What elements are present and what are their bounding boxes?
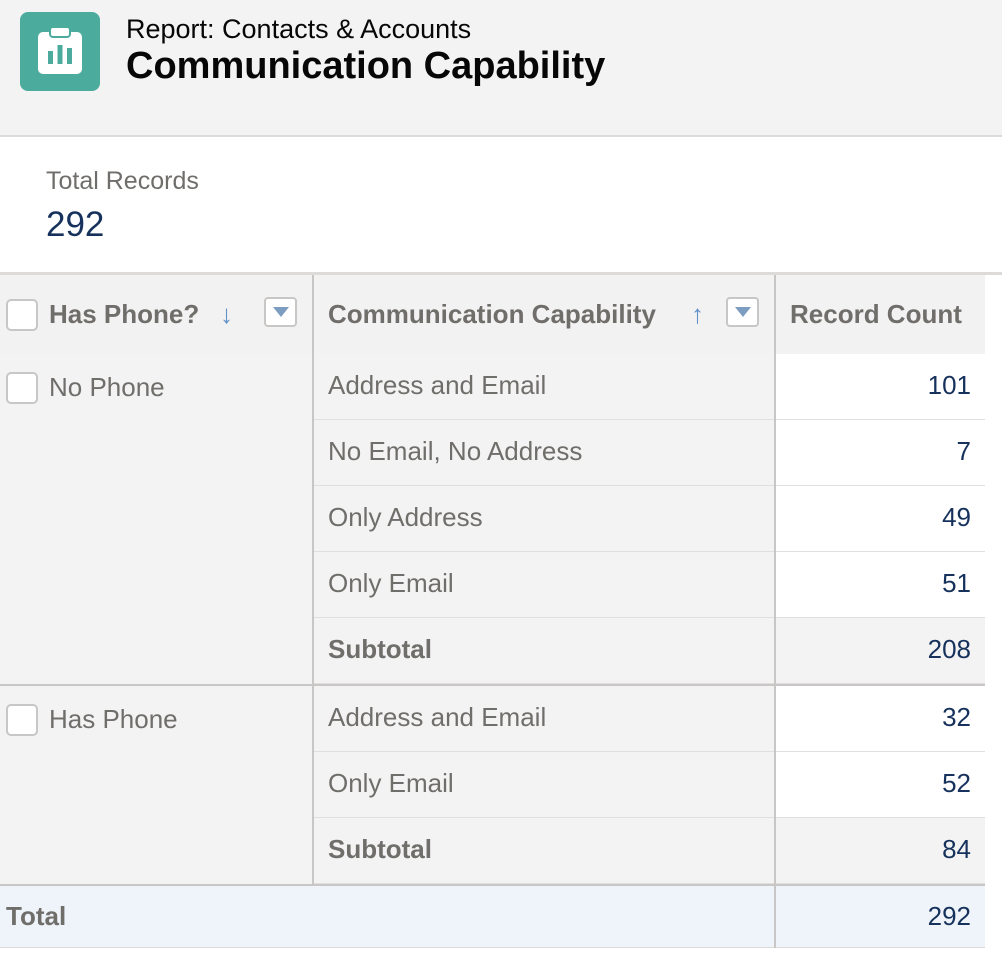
column-divider bbox=[312, 275, 314, 884]
chevron-down-icon bbox=[273, 307, 289, 317]
count-value: 7 bbox=[956, 436, 971, 466]
group-cell-no-phone: No Phone bbox=[0, 354, 312, 684]
subtotal-row: Subtotal bbox=[313, 818, 774, 884]
count-value: 49 bbox=[942, 502, 971, 532]
report-header: Report: Contacts & Accounts Communicatio… bbox=[0, 0, 1002, 137]
capability-cell: Only Email bbox=[328, 568, 454, 598]
total-records-value: 292 bbox=[46, 205, 105, 244]
capability-cell: No Email, No Address bbox=[328, 436, 583, 466]
row-checkbox[interactable] bbox=[6, 704, 38, 736]
row-checkbox[interactable] bbox=[6, 372, 38, 404]
subtotal-label: Subtotal bbox=[328, 634, 432, 664]
divider bbox=[0, 272, 1002, 275]
report-type: Report: Contacts & Accounts bbox=[126, 14, 472, 44]
count-cell[interactable]: 32 bbox=[775, 686, 985, 752]
table-row: Address and Email bbox=[313, 686, 774, 752]
count-cell[interactable]: 52 bbox=[775, 752, 985, 818]
table-row: Address and Email bbox=[313, 354, 774, 420]
summary-panel: Total Records 292 bbox=[0, 137, 1002, 272]
count-cell[interactable]: 101 bbox=[775, 354, 985, 420]
table-row: Only Email bbox=[313, 552, 774, 618]
total-records-label: Total Records bbox=[46, 167, 199, 195]
arrow-down-icon[interactable]: ↓ bbox=[220, 299, 233, 329]
subtotal-row: Subtotal bbox=[313, 618, 774, 684]
capability-cell: Only Address bbox=[328, 502, 483, 532]
subtotal-cell: 84 bbox=[775, 818, 985, 884]
table-row: Only Email bbox=[313, 752, 774, 818]
table-row: Only Address bbox=[313, 486, 774, 552]
page-title: Communication Capability bbox=[126, 45, 606, 87]
select-all-checkbox[interactable] bbox=[6, 299, 38, 331]
count-cell[interactable]: 49 bbox=[775, 486, 985, 552]
column-header-has-phone[interactable]: Has Phone? ↓ bbox=[0, 275, 312, 356]
subtotal-value: 84 bbox=[942, 834, 971, 864]
count-value: 32 bbox=[942, 702, 971, 732]
count-value: 51 bbox=[942, 568, 971, 598]
count-cell[interactable]: 51 bbox=[775, 552, 985, 618]
chevron-down-icon bbox=[735, 307, 751, 317]
group-cell-has-phone: Has Phone bbox=[0, 686, 312, 884]
capability-cell: Only Email bbox=[328, 768, 454, 798]
subtotal-label: Subtotal bbox=[328, 834, 432, 864]
count-value: 101 bbox=[927, 370, 971, 400]
report-icon bbox=[20, 12, 100, 91]
subtotal-value: 208 bbox=[927, 634, 971, 664]
group-label: No Phone bbox=[49, 372, 165, 402]
capability-cell: Address and Email bbox=[328, 370, 547, 400]
total-label: Total bbox=[6, 901, 67, 931]
column-menu-button[interactable] bbox=[726, 297, 759, 327]
column-header-label: Has Phone? bbox=[49, 299, 200, 329]
column-header-communication-capability[interactable]: Communication Capability ↑ bbox=[313, 275, 774, 356]
total-value: 292 bbox=[927, 901, 971, 931]
group-divider bbox=[0, 684, 985, 686]
arrow-up-icon[interactable]: ↑ bbox=[691, 299, 704, 329]
table-row: No Email, No Address bbox=[313, 420, 774, 486]
count-cell[interactable]: 7 bbox=[775, 420, 985, 486]
column-header-record-count[interactable]: Record Count bbox=[775, 275, 985, 356]
column-header-label: Communication Capability bbox=[328, 299, 656, 329]
report-table: Has Phone? ↓ Communication Capability ↑ … bbox=[0, 275, 985, 948]
group-label: Has Phone bbox=[49, 704, 178, 734]
capability-cell: Address and Email bbox=[328, 702, 547, 732]
column-header-label: Record Count bbox=[790, 299, 962, 329]
column-menu-button[interactable] bbox=[264, 297, 297, 327]
total-row: Total 292 bbox=[0, 884, 985, 948]
count-value: 52 bbox=[942, 768, 971, 798]
subtotal-cell: 208 bbox=[775, 618, 985, 684]
column-divider bbox=[774, 275, 776, 948]
